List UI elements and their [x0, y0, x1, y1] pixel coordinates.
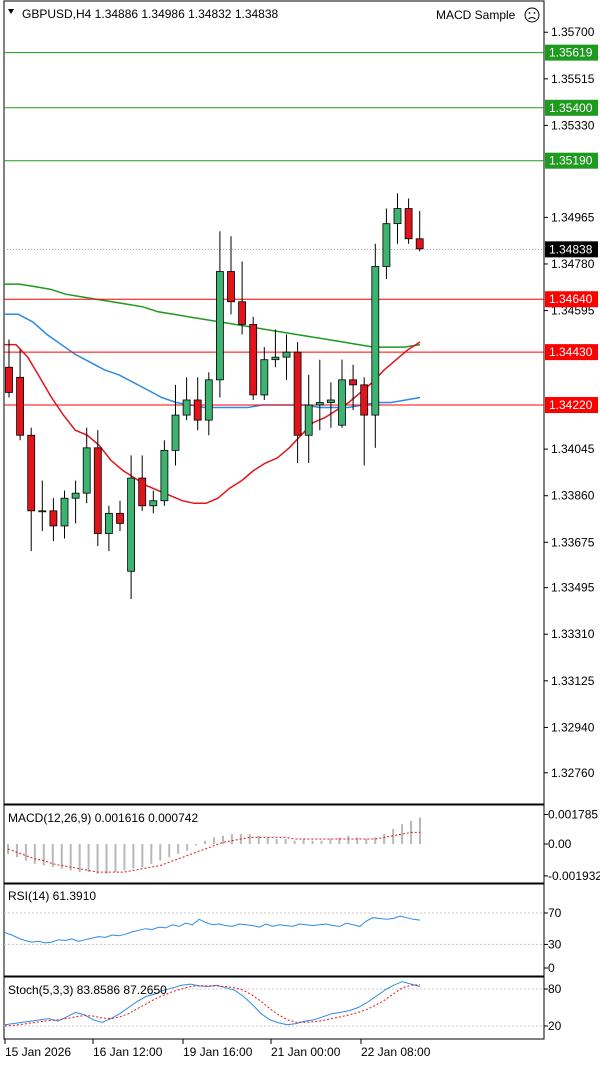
candle-body — [149, 500, 158, 507]
price-tick-label: 1.33125 — [551, 674, 595, 688]
price-tick-label: 1.33675 — [551, 535, 595, 549]
candle-body — [60, 497, 69, 527]
level-label-box — [545, 291, 598, 308]
candle-body — [371, 266, 380, 416]
time-tick-label: 19 Jan 16:00 — [183, 1045, 253, 1059]
candle-body — [5, 366, 13, 393]
candle-body — [338, 379, 346, 426]
candle-body — [326, 399, 335, 403]
price-tick-label: 1.32940 — [551, 720, 595, 734]
macd-title: MACD(12,26,9) 0.001616 0.000742 — [8, 811, 198, 825]
candle-body — [93, 447, 102, 534]
candle-body — [404, 208, 413, 240]
candle-body — [38, 510, 47, 513]
stoch-signal-line — [4, 984, 421, 1027]
level-label: 1.35619 — [549, 46, 593, 60]
macd-signal-line — [7, 831, 420, 873]
expert-name: MACD Sample — [436, 8, 516, 22]
candle-body — [49, 510, 58, 527]
macd-panel-frame — [3, 804, 545, 884]
candle-body — [171, 414, 180, 451]
stoch-panel-frame — [3, 976, 545, 1040]
current-price-box — [545, 241, 598, 258]
stoch-title: Stoch(5,3,3) 83.8586 87.2650 — [8, 983, 167, 997]
price-tick-label: 1.34780 — [551, 257, 595, 271]
candle-body — [315, 402, 324, 406]
level-label-box — [545, 152, 598, 169]
time-tick-label: 21 Jan 00:00 — [271, 1045, 341, 1059]
level-label: 1.34640 — [549, 292, 593, 306]
candle-body — [415, 238, 424, 250]
candle-body — [349, 379, 358, 386]
candle-body — [360, 384, 369, 416]
level-label-box — [545, 397, 598, 414]
chart-menu-arrow-icon[interactable] — [8, 9, 14, 14]
smiley-icon[interactable] — [524, 7, 540, 23]
price-tick-label: 1.35515 — [551, 72, 595, 86]
macd-tick-label: -0.001932 — [548, 869, 600, 883]
rsi-tick-label: 0 — [548, 961, 555, 975]
candle-body — [215, 271, 224, 381]
candle-body — [116, 512, 124, 524]
price-tick-label: 1.33860 — [551, 489, 595, 503]
candle-body — [304, 404, 313, 436]
time-tick-label: 16 Jan 12:00 — [93, 1045, 163, 1059]
candle-body — [193, 399, 202, 421]
stoch-main-line — [4, 981, 421, 1026]
candle-body — [27, 434, 36, 512]
candle-body — [182, 399, 191, 416]
rsi-line — [4, 915, 421, 944]
candle-body — [82, 447, 91, 494]
price-tick-label: 1.35330 — [551, 118, 595, 132]
level-label: 1.34220 — [549, 398, 593, 412]
ma-fast-line — [4, 341, 421, 505]
candle-body — [227, 271, 235, 303]
price-tick-label: 1.33495 — [551, 581, 595, 595]
candle-body — [282, 351, 291, 358]
macd-tick-label: 0.00 — [548, 837, 572, 851]
rsi-tick-label: 30 — [548, 937, 562, 951]
macd-tick-label: 0.001785 — [548, 808, 598, 822]
price-tick-label: 1.35700 — [551, 25, 595, 39]
candle-body — [271, 356, 280, 361]
main-panel-frame — [3, 0, 545, 805]
price-tick-label: 1.34045 — [551, 442, 595, 456]
candle-body — [260, 359, 269, 396]
candle-body — [238, 301, 247, 325]
candle-body — [71, 492, 80, 499]
current-price-label: 1.34838 — [549, 242, 593, 256]
level-label-box — [545, 44, 598, 61]
candle-body — [16, 376, 25, 436]
candle-body — [293, 351, 302, 436]
level-label: 1.35400 — [549, 101, 593, 115]
price-tick-label: 1.32760 — [551, 766, 595, 780]
candle-body — [160, 449, 169, 502]
rsi-tick-label: 70 — [548, 906, 562, 920]
candle-body — [249, 324, 258, 396]
candle-body — [127, 477, 135, 572]
time-tick-label: 15 Jan 2026 — [5, 1045, 71, 1059]
rsi-panel-frame — [3, 883, 545, 977]
level-label-box — [545, 344, 598, 361]
time-tick-label: 22 Jan 08:00 — [361, 1045, 431, 1059]
ma-slow-line — [4, 283, 421, 348]
candle-body — [138, 477, 147, 507]
stoch-tick-label: 20 — [548, 1019, 562, 1033]
level-label: 1.34430 — [549, 345, 593, 359]
candle-body — [105, 512, 113, 534]
chart-title: GBPUSD,H4 1.34886 1.34986 1.34832 1.3483… — [22, 7, 279, 21]
rsi-title: RSI(14) 61.3910 — [8, 889, 96, 903]
stoch-tick-label: 80 — [548, 982, 562, 996]
level-label-box — [545, 99, 598, 116]
level-label: 1.35190 — [549, 154, 593, 168]
candle-body — [382, 223, 391, 267]
price-tick-label: 1.34965 — [551, 210, 595, 224]
candle-body — [393, 208, 402, 225]
price-tick-label: 1.33310 — [551, 627, 595, 641]
candle-body — [204, 379, 213, 421]
